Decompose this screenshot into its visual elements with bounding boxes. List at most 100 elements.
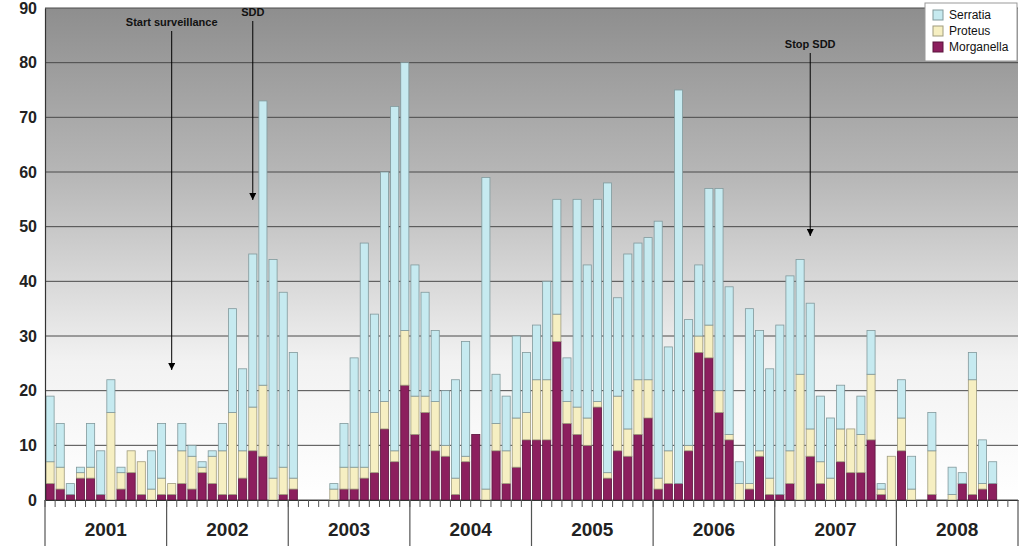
x-tick-mark — [207, 500, 208, 507]
legend-label: Morganella — [949, 40, 1009, 54]
bar-segment — [755, 451, 763, 456]
x-tick-mark — [632, 500, 633, 507]
y-tick: 50 — [19, 218, 45, 235]
x-tick — [855, 500, 856, 507]
bar-segment — [97, 451, 105, 495]
x-tick-label: 2003 — [328, 519, 370, 540]
bar-segment — [117, 489, 125, 500]
bar-segment — [401, 63, 409, 331]
bar-segment — [664, 484, 672, 500]
x-tick-mark — [65, 500, 66, 507]
bar-segment — [492, 423, 500, 450]
annotation-text: SDD — [241, 6, 264, 18]
x-tick — [936, 500, 937, 507]
x-tick — [136, 500, 137, 507]
x-tick-mark — [440, 500, 441, 507]
x-tick — [247, 500, 248, 507]
bar-segment — [837, 462, 845, 500]
y-tick-label: 70 — [19, 109, 37, 126]
bar-segment — [624, 429, 632, 456]
bar-segment — [411, 396, 419, 434]
x-tick-label: 2006 — [693, 519, 735, 540]
y-axis: 0102030405060708090 — [19, 0, 45, 509]
x-tick: 2007 — [814, 500, 856, 540]
bar-segment — [826, 418, 834, 478]
series-group — [46, 63, 997, 495]
year-separator — [409, 500, 410, 546]
x-tick — [379, 500, 380, 507]
x-tick-mark — [126, 500, 127, 507]
bar-segment — [66, 495, 74, 500]
y-tick-label: 90 — [19, 0, 37, 17]
x-tick-mark — [146, 500, 147, 507]
x-tick-mark — [957, 500, 958, 507]
series-group — [46, 314, 987, 500]
bar-segment — [451, 478, 459, 494]
bar-segment — [330, 489, 338, 500]
x-tick — [75, 500, 76, 507]
x-tick — [632, 500, 633, 507]
x-tick-mark — [511, 500, 512, 507]
y-tick-label: 50 — [19, 218, 37, 235]
bar-segment — [492, 374, 500, 423]
bar-segment — [218, 451, 226, 495]
x-tick: 2002 — [206, 500, 248, 540]
bar-segment — [989, 484, 997, 500]
x-tick — [197, 500, 198, 507]
bar-segment — [685, 320, 693, 446]
x-tick-mark — [855, 500, 856, 507]
x-tick — [572, 500, 573, 507]
year-separator — [166, 500, 167, 546]
bar-segment — [776, 325, 784, 494]
x-tick — [673, 500, 674, 507]
x-tick — [359, 500, 360, 507]
bar-segment — [837, 429, 845, 462]
year-separator — [896, 500, 897, 546]
bar-segment — [887, 456, 895, 457]
bar-segment — [87, 478, 95, 500]
x-tick — [85, 500, 86, 507]
chart-container: 0102030405060708090200120022003200420052… — [0, 0, 1024, 554]
y-tick-label: 80 — [19, 54, 37, 71]
x-tick — [126, 500, 127, 507]
bar-segment — [674, 90, 682, 484]
y-tick: 0 — [28, 492, 45, 509]
bar-segment — [553, 314, 561, 341]
bar-segment — [370, 314, 378, 412]
year-separator — [774, 500, 775, 546]
bar-segment — [117, 467, 125, 472]
bar-segment — [725, 440, 733, 500]
bar-segment — [482, 177, 490, 489]
chart-svg: 0102030405060708090200120022003200420052… — [0, 0, 1024, 554]
bar-segment — [968, 495, 976, 500]
bar-segment — [228, 309, 236, 413]
bar-segment — [867, 374, 875, 440]
bar-segment — [127, 451, 135, 473]
bar-segment — [553, 341, 561, 500]
bar-segment — [796, 259, 804, 374]
y-tick-label: 60 — [19, 164, 37, 181]
x-tick — [977, 500, 978, 507]
bar-segment — [421, 292, 429, 396]
bar-segment — [563, 358, 571, 402]
bar-segment — [908, 456, 916, 489]
grid-line — [45, 172, 1018, 173]
x-tick — [795, 500, 796, 507]
bar-segment — [867, 440, 875, 500]
bar-segment — [259, 456, 267, 500]
bar-segment — [695, 336, 703, 352]
bar-segment — [593, 402, 601, 407]
x-tick — [389, 500, 390, 507]
x-tick — [997, 500, 998, 507]
bar-segment — [715, 413, 723, 500]
bar-segment — [411, 434, 419, 500]
bar-segment — [492, 451, 500, 500]
x-tick-mark — [318, 500, 319, 507]
bar-segment — [421, 413, 429, 500]
bar-segment — [837, 385, 845, 429]
x-tick — [490, 500, 491, 507]
bar-segment — [259, 385, 267, 456]
x-tick-label: 2007 — [814, 519, 856, 540]
bar-segment — [796, 374, 804, 500]
bar-segment — [360, 467, 368, 478]
